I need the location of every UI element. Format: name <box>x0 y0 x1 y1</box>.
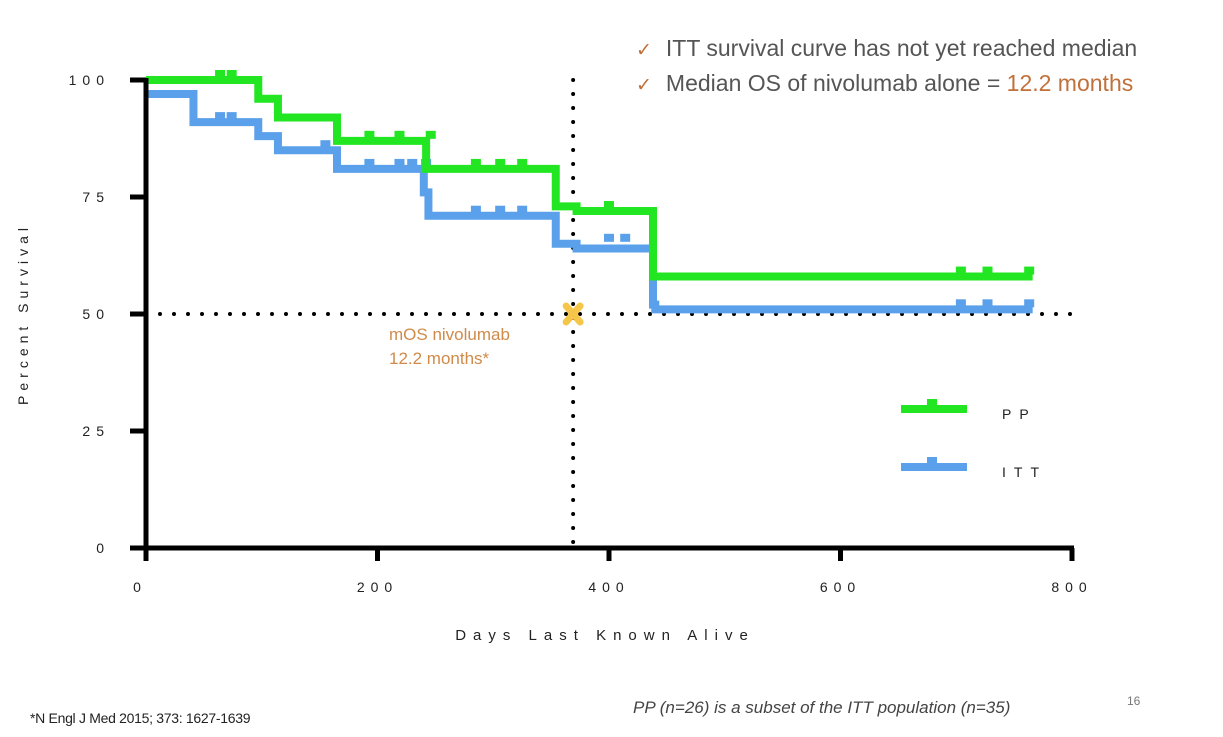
footnote: *N Engl J Med 2015; 373: 1627-1639 <box>30 710 251 726</box>
censor-mark-pp <box>517 158 528 167</box>
check-icon: ✓ <box>636 75 652 96</box>
censor-mark-pp <box>982 266 993 275</box>
median-x-marker <box>562 302 584 326</box>
series-layer <box>146 70 1035 314</box>
censor-mark-itt <box>470 205 481 214</box>
censor-mark-itt <box>620 233 631 242</box>
censor-mark-pp <box>394 130 405 139</box>
censor-mark-itt <box>982 299 993 308</box>
bullet-item: ✓ Median OS of nivolumab alone = 12.2 mon… <box>636 67 1137 102</box>
tick-labels: 0 25 50 75 100 0 200 400 600 800 <box>69 72 1092 595</box>
legend-censor-itt <box>927 457 937 464</box>
censor-mark-itt <box>320 140 331 149</box>
median-annotation: mOS nivolumab 12.2 months* <box>389 302 584 368</box>
legend-label-pp: PP <box>1002 406 1037 422</box>
y-tick-label: 75 <box>82 189 110 205</box>
legend: PP ITT <box>901 399 1047 480</box>
censor-mark-pp <box>226 70 237 78</box>
reference-lines <box>158 78 1074 550</box>
legend-label-itt: ITT <box>1002 464 1047 480</box>
censor-mark-itt <box>394 158 405 167</box>
y-tick-label: 0 <box>96 540 110 556</box>
series-pp-line <box>146 76 1033 281</box>
subset-note: PP (n=26) is a subset of the ITT populat… <box>633 698 1011 717</box>
censor-mark-itt <box>495 205 506 214</box>
y-axis-label: Percent Survival <box>15 223 31 405</box>
censor-mark-itt <box>364 158 375 167</box>
annotation-text: mOS nivolumab <box>389 325 510 344</box>
censor-mark-pp <box>955 266 966 275</box>
x-tick-label: 800 <box>1051 579 1092 595</box>
censor-mark-pp <box>364 130 375 139</box>
x-tick-label: 0 <box>133 579 147 595</box>
censor-mark-pp <box>604 201 614 210</box>
censor-mark-itt <box>517 205 528 214</box>
key-points: ✓ ITT survival curve has not yet reached … <box>636 32 1137 102</box>
x-tick-label: 600 <box>820 579 861 595</box>
bullet-item: ✓ ITT survival curve has not yet reached … <box>636 32 1137 67</box>
censor-mark-pp <box>495 158 506 167</box>
censor-mark-itt <box>226 112 237 121</box>
x-tick-label: 200 <box>357 579 398 595</box>
y-tick-label: 100 <box>69 72 110 88</box>
legend-swatch-itt <box>901 463 967 471</box>
censor-mark-pp <box>215 70 226 78</box>
x-tick-label: 400 <box>588 579 629 595</box>
censor-mark-itt <box>215 112 226 121</box>
page-number: 16 <box>1127 694 1141 708</box>
censor-mark-pp <box>1024 266 1035 275</box>
legend-censor-pp <box>927 399 937 406</box>
censor-mark-pp <box>470 158 481 167</box>
bullet-text: Median OS of nivolumab alone = <box>665 70 1007 96</box>
censor-mark-itt <box>407 158 418 167</box>
legend-swatch-pp <box>901 405 967 413</box>
censor-mark-pp <box>425 130 436 139</box>
censor-mark-itt <box>1024 299 1035 308</box>
bullet-highlight: 12.2 months <box>1006 70 1134 96</box>
censor-mark-itt <box>955 299 966 308</box>
annotation-text: 12.2 months* <box>389 349 490 368</box>
x-axis-label: Days Last Known Alive <box>455 627 755 644</box>
censor-mark-itt <box>604 233 614 242</box>
y-tick-label: 50 <box>82 306 110 322</box>
y-tick-label: 25 <box>82 423 110 439</box>
axes <box>130 77 1075 561</box>
bullet-text: ITT survival curve has not yet reached m… <box>665 35 1138 61</box>
check-icon: ✓ <box>636 40 652 61</box>
